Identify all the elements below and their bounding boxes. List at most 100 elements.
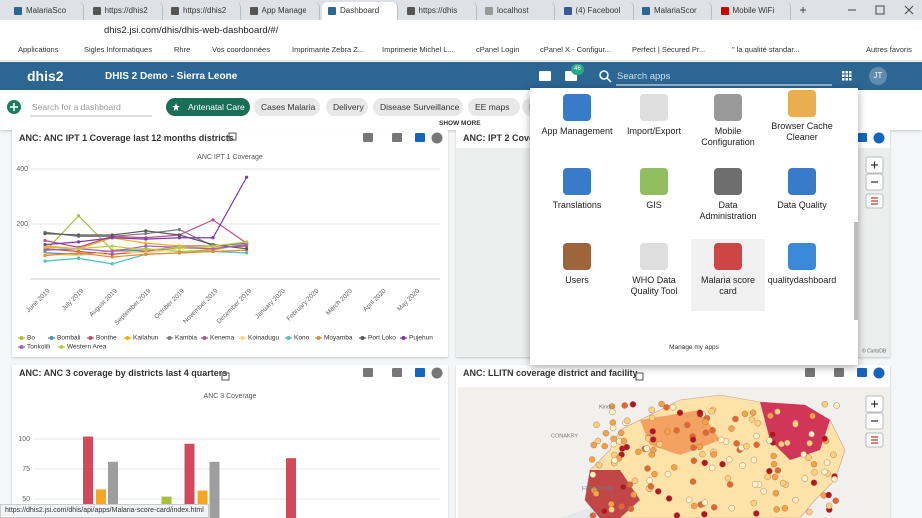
- facility-dot: [748, 416, 756, 423]
- facility-dot: [617, 429, 625, 437]
- legend-label: Bo: [27, 335, 35, 342]
- manage-apps[interactable]: Manage my apps: [669, 344, 719, 351]
- comment-button: [363, 133, 373, 142]
- app-item[interactable]: Import/Export: [617, 90, 691, 162]
- apps-icon: [845, 71, 848, 74]
- browser-tab[interactable]: (4) Facebook: [558, 2, 634, 20]
- facility-dot: [594, 437, 602, 445]
- facility-dot: [821, 435, 828, 442]
- dashboard-chip[interactable]: EE maps: [468, 98, 520, 116]
- browser-tab[interactable]: https://dhis: [401, 2, 477, 20]
- place-label: CONAKRY: [551, 433, 578, 439]
- tab-title: Dashboard: [340, 6, 380, 15]
- item-title: ANC: ANC IPT 1 Coverage last 12 months d…: [19, 133, 234, 143]
- bookmark[interactable]: Applications: [18, 45, 59, 54]
- dashboard-chip[interactable]: Delivery: [326, 98, 368, 116]
- app-icon: [714, 168, 742, 195]
- facility-dot: [648, 406, 655, 414]
- facility-dot: [772, 489, 780, 497]
- place-label: Kindia: [599, 404, 615, 410]
- facility-dot: [696, 409, 704, 416]
- facility-dot: [753, 510, 760, 517]
- tab-icon: [249, 7, 258, 15]
- facility-dot: [589, 471, 597, 478]
- bookmark[interactable]: Sigles Informatiques: [84, 45, 152, 54]
- browser-tab[interactable]: App Manage: [244, 2, 320, 20]
- app-item[interactable]: Translations: [540, 164, 614, 236]
- facility-dot: [647, 483, 655, 490]
- app-item[interactable]: App Management: [540, 90, 614, 162]
- data-point: [77, 233, 81, 237]
- app-item[interactable]: qualitydashboard: [765, 239, 839, 311]
- legend-label: Kenema: [210, 335, 235, 342]
- app-label: Malaria score card: [700, 275, 756, 296]
- browser-tab[interactable]: MalariaSco: [8, 2, 84, 20]
- browser-tab[interactable]: MalariaScor: [636, 2, 712, 20]
- data-point: [43, 254, 47, 258]
- apps-search[interactable]: Search apps: [617, 71, 671, 82]
- tab-title: (4) Facebook: [575, 6, 620, 15]
- facility-dot: [806, 508, 813, 516]
- facility-dot: [749, 409, 757, 416]
- chart-subtitle: ANC IPT 1 Coverage: [197, 154, 263, 161]
- facility-dot: [831, 475, 838, 483]
- browser-tab[interactable]: https://dhis2: [165, 2, 241, 20]
- app-item[interactable]: WHO Data Quality Tool: [617, 239, 691, 311]
- address-url[interactable]: dhis2.jsi.com/dhis/dhis-web-dashboard/#/: [104, 25, 279, 36]
- data-point: [77, 254, 81, 258]
- dashboard-chip[interactable]: Antenatal Care: [166, 98, 250, 116]
- facility-dot: [708, 408, 715, 415]
- facility-dot: [750, 456, 758, 464]
- bookmark[interactable]: Imprimerie Michel L...: [382, 45, 454, 54]
- y-tick-label: 400: [16, 166, 28, 173]
- data-point: [177, 245, 181, 249]
- dashboard-chip[interactable]: Disease Surveillance: [373, 98, 463, 116]
- data-point: [245, 243, 249, 247]
- dashboard-search[interactable]: Search for a dashboard: [32, 102, 121, 112]
- apps-icon: [842, 78, 845, 81]
- facility-dot: [808, 430, 815, 438]
- show-more[interactable]: SHOW MORE: [439, 120, 481, 127]
- browser-tab[interactable]: Mobile WiFi: [715, 2, 791, 20]
- facility-dot: [592, 490, 600, 497]
- app-item[interactable]: Browser Cache Cleaner: [765, 90, 839, 162]
- browser-tab[interactable]: https://dhis2: [87, 2, 163, 20]
- facility-dot: [732, 415, 739, 423]
- dashboard-chip[interactable]: Cases Malaria: [254, 98, 320, 116]
- tab-icon: [563, 7, 572, 15]
- data-point: [211, 218, 215, 222]
- facility-dot: [753, 432, 760, 440]
- app-item[interactable]: Mobile Configuration: [691, 90, 765, 162]
- app-item[interactable]: Users: [540, 239, 614, 311]
- bookmark[interactable]: Perfect | Secured Pr...: [632, 45, 706, 54]
- bookmark[interactable]: Rhre: [174, 45, 191, 54]
- bookmark[interactable]: Vos coordonnées: [212, 45, 270, 54]
- facility-dot: [618, 503, 625, 510]
- data-point: [110, 236, 114, 240]
- bookmark[interactable]: cPanel Login: [476, 45, 520, 54]
- app-item[interactable]: Data Administration: [691, 164, 765, 236]
- place-label: FREETOWN: [582, 486, 613, 492]
- x-tick-label: April 2020: [362, 287, 388, 313]
- facility-dot: [764, 473, 771, 481]
- x-tick-label: September 2019: [113, 287, 152, 326]
- facility-dot: [595, 461, 603, 469]
- browser-tab[interactable]: Dashboard: [322, 2, 398, 20]
- app-item[interactable]: Data Quality: [765, 164, 839, 236]
- app-item[interactable]: GIS: [617, 164, 691, 236]
- legend-symbol: [19, 345, 24, 349]
- bookmark[interactable]: Autres favoris: [866, 45, 912, 54]
- bookmark[interactable]: " la qualité standar...: [732, 45, 800, 54]
- chip-star: [172, 103, 180, 111]
- bar: [209, 461, 220, 518]
- bookmark[interactable]: Imprimante Zebra Z...: [292, 45, 365, 54]
- chart-button: [857, 133, 867, 142]
- data-point: [245, 240, 249, 244]
- tab-icon: [406, 7, 415, 15]
- data-point: [144, 232, 148, 236]
- facility-dot: [825, 502, 833, 510]
- graphics: [539, 67, 887, 86]
- bookmark[interactable]: cPanel X - Configur...: [540, 45, 611, 54]
- browser-tab[interactable]: localhost: [479, 2, 555, 20]
